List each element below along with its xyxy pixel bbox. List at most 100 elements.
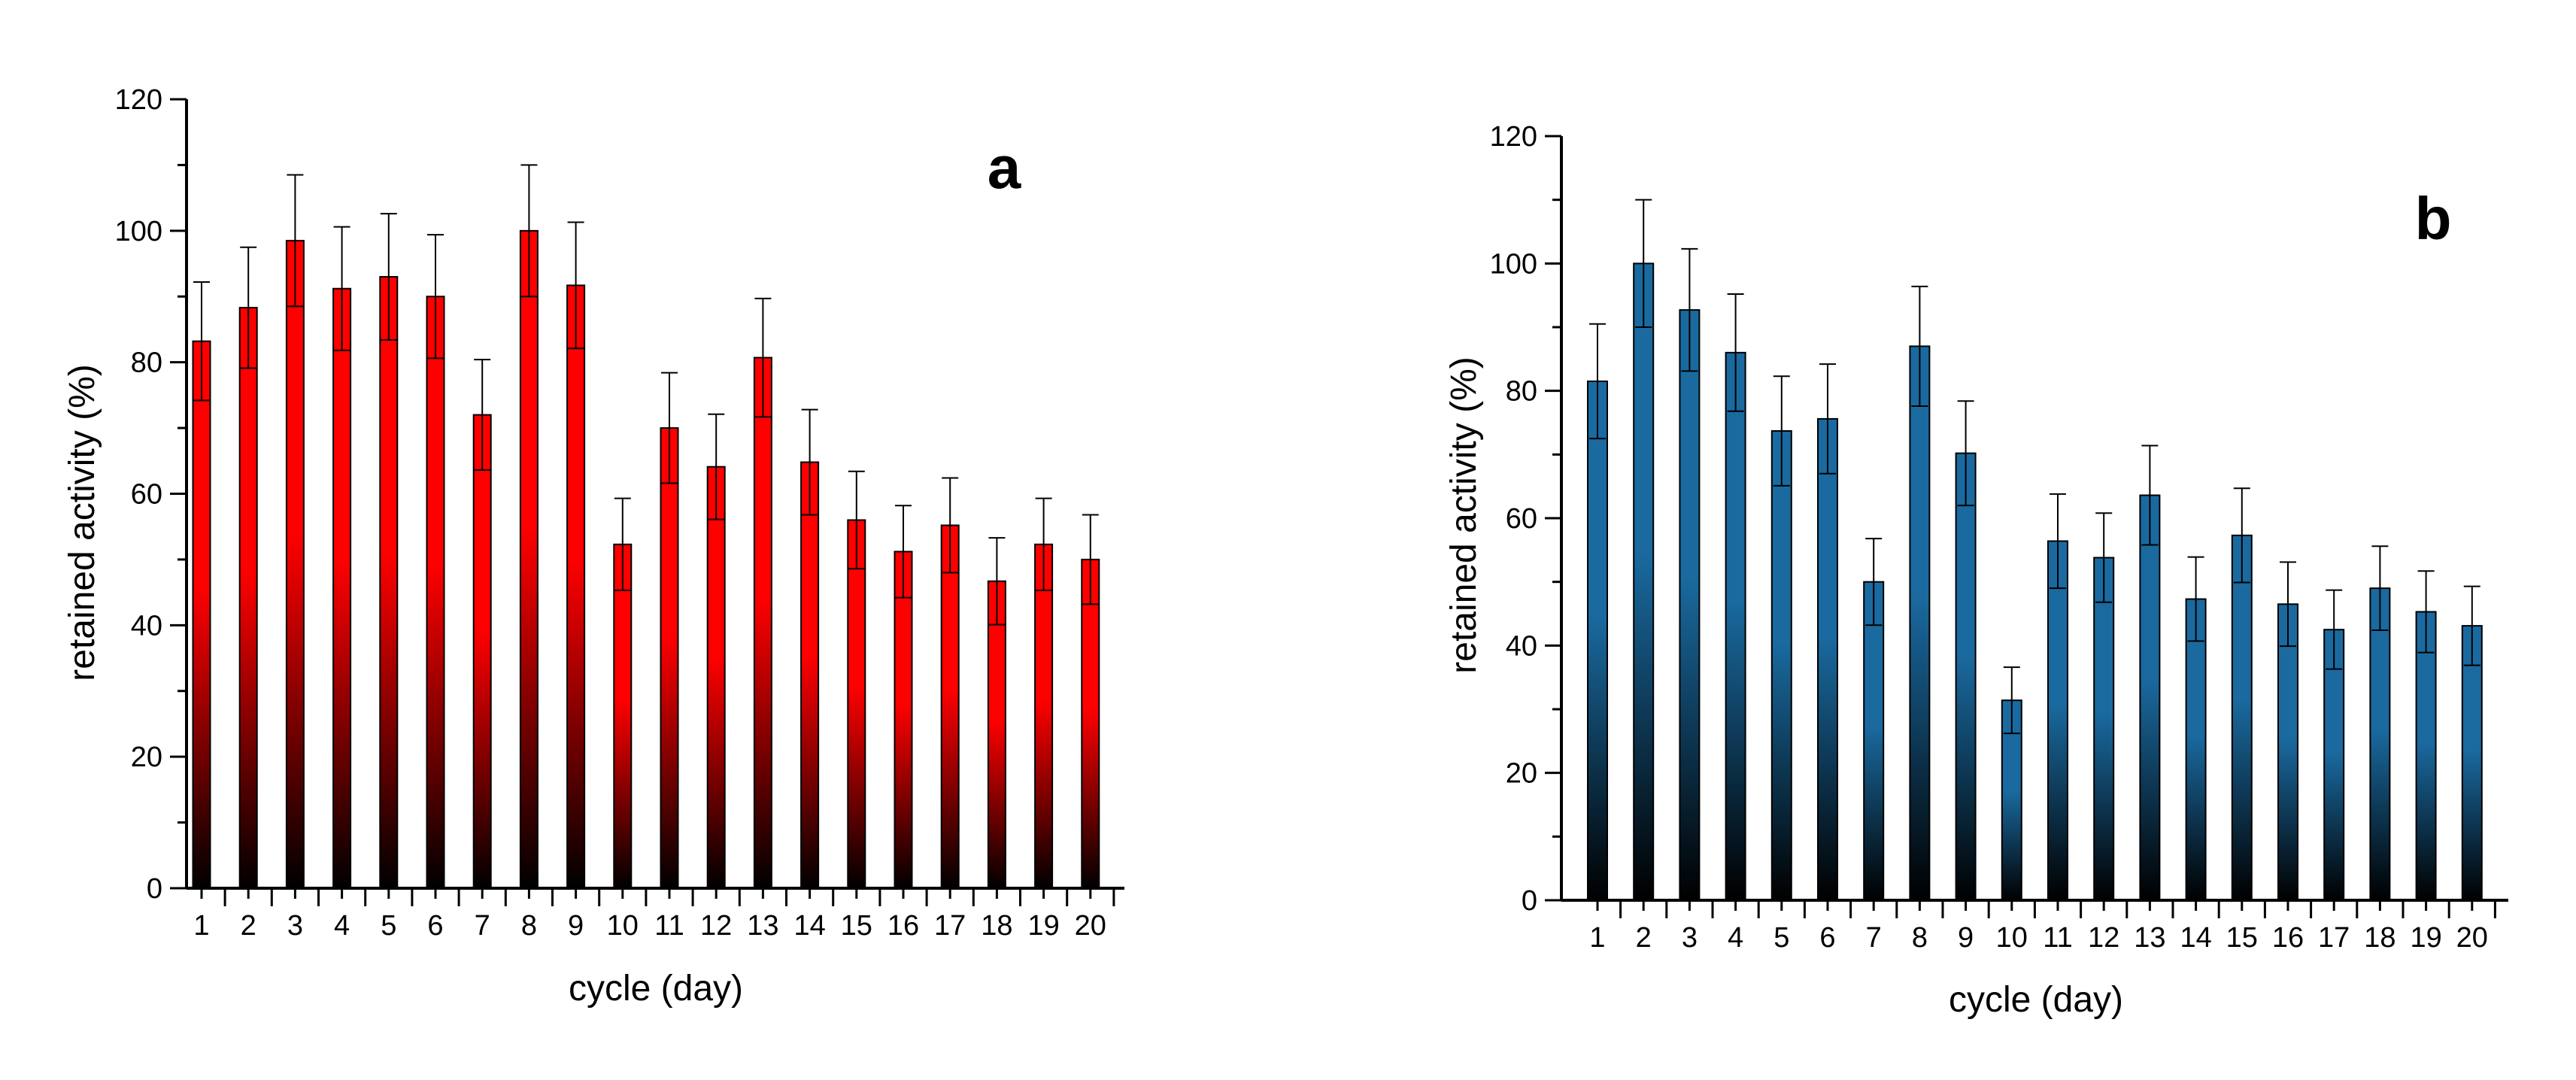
- bar: [1817, 417, 1838, 901]
- x-tick-label: 10: [1996, 922, 2028, 954]
- x-tick-label: 9: [1958, 922, 1974, 954]
- x-tick-label: 12: [2088, 922, 2119, 954]
- y-tick-label: 60: [1506, 503, 1537, 535]
- y-tick-label: 0: [1522, 885, 1537, 917]
- x-tick-label: 13: [2134, 922, 2165, 954]
- y-tick-label: 60: [131, 479, 162, 511]
- panel-label-a: a: [988, 134, 1021, 201]
- x-tick-label: 7: [475, 910, 490, 942]
- x-tick-label: 14: [793, 910, 825, 942]
- y-axis-label-b: retained activity (%): [1444, 356, 1484, 673]
- bar: [332, 287, 352, 889]
- bar: [426, 296, 445, 889]
- x-tick-label: 17: [2318, 922, 2350, 954]
- x-tick-label: 13: [747, 910, 778, 942]
- x-tick-label: 16: [887, 910, 919, 942]
- bar: [2415, 611, 2437, 902]
- y-tick-label: 120: [115, 84, 162, 116]
- bar: [2277, 603, 2298, 901]
- x-tick-label: 5: [1773, 922, 1789, 954]
- x-tick-label: 3: [1682, 922, 1698, 954]
- bar: [706, 466, 726, 889]
- x-tick-label: 18: [2364, 922, 2395, 954]
- x-tick-label: 19: [2410, 922, 2441, 954]
- x-tick-label: 15: [841, 910, 872, 942]
- bar: [2369, 587, 2391, 902]
- x-tick-label: 15: [2226, 922, 2258, 954]
- bar: [894, 551, 913, 890]
- x-tick-label: 16: [2272, 922, 2304, 954]
- bar: [1679, 309, 1701, 901]
- x-tick-label: 6: [1819, 922, 1835, 954]
- x-tick-label: 9: [568, 910, 584, 942]
- bar: [1725, 351, 1746, 902]
- x-tick-label: 12: [700, 910, 732, 942]
- x-axis-label-a: cycle (day): [569, 969, 743, 1009]
- bar: [2093, 557, 2115, 901]
- bar: [2231, 534, 2253, 901]
- y-tick-label: 100: [1490, 248, 1537, 280]
- x-tick-label: 18: [981, 910, 1012, 942]
- bar: [1909, 345, 1931, 901]
- bar: [1633, 262, 1655, 902]
- bar: [2047, 540, 2068, 901]
- bar: [238, 307, 258, 889]
- y-tick-label: 80: [1506, 376, 1537, 408]
- bar: [1081, 558, 1100, 890]
- bar: [1863, 581, 1885, 902]
- y-tick-label: 100: [115, 216, 162, 247]
- x-axis-label-b: cycle (day): [1949, 980, 2123, 1020]
- y-tick-label: 40: [1506, 630, 1537, 662]
- bar: [613, 543, 633, 890]
- bar: [753, 356, 772, 889]
- panel-label-b: b: [2415, 185, 2452, 252]
- x-tick-label: 19: [1027, 910, 1059, 942]
- x-tick-label: 2: [1636, 922, 1652, 954]
- bar-series-a: [192, 164, 1100, 890]
- x-tick-label: 5: [381, 910, 396, 942]
- bar: [1034, 543, 1054, 890]
- x-tick-label: 20: [2456, 922, 2488, 954]
- x-tick-label: 4: [334, 910, 350, 942]
- bar: [1587, 380, 1608, 901]
- bar: [1955, 452, 1977, 901]
- bar: [285, 239, 305, 889]
- bar: [2461, 625, 2483, 901]
- x-tick-label: 1: [1589, 922, 1605, 954]
- bar: [472, 414, 492, 889]
- x-tick-label: 20: [1075, 910, 1106, 942]
- y-tick-label: 120: [1490, 121, 1537, 153]
- x-tick-label: 6: [427, 910, 443, 942]
- y-tick-label: 0: [147, 873, 162, 905]
- x-tick-label: 8: [521, 910, 537, 942]
- x-tick-label: 11: [2043, 922, 2072, 954]
- y-axis-label-a: retained activity (%): [62, 364, 102, 681]
- bar: [379, 276, 399, 889]
- x-tick-label: 2: [241, 910, 256, 942]
- bar: [1770, 430, 1792, 901]
- x-tick-label: 10: [607, 910, 639, 942]
- y-tick-label: 40: [131, 610, 162, 642]
- bar: [566, 284, 586, 889]
- bar: [192, 340, 211, 889]
- bar: [940, 524, 960, 890]
- bar: [847, 519, 866, 889]
- bar: [987, 580, 1006, 889]
- x-tick-label: 1: [193, 910, 209, 942]
- x-tick-label: 14: [2180, 922, 2211, 954]
- y-tick-label: 20: [131, 742, 162, 773]
- bar-series-b: [1587, 199, 2483, 902]
- bar: [800, 461, 820, 889]
- x-tick-label: 17: [934, 910, 966, 942]
- x-tick-label: 3: [287, 910, 303, 942]
- bar: [519, 229, 539, 890]
- bar: [2185, 598, 2207, 901]
- x-tick-label: 8: [1912, 922, 1928, 954]
- bar: [660, 427, 679, 889]
- x-tick-label: 11: [654, 910, 684, 942]
